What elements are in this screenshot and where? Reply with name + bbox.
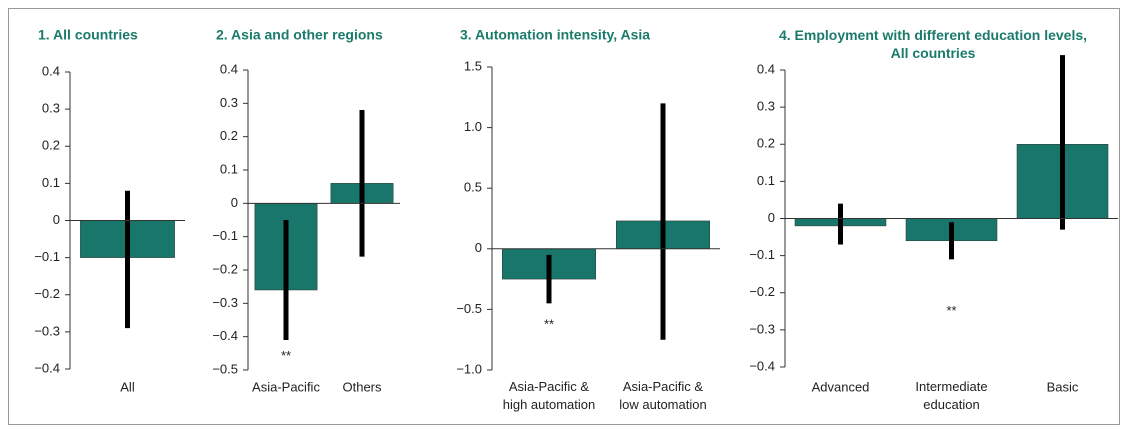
y-tick-label: 0.4 [42,63,60,78]
annotation: ** [281,348,291,363]
y-tick-label: 0.5 [464,180,482,195]
y-tick-label: −0.1 [749,247,775,262]
y-tick-label: 0.2 [220,128,238,143]
y-tick-label: 0 [231,195,238,210]
y-tick-label: 0 [475,240,482,255]
y-tick-label: 0.3 [220,95,238,110]
y-tick-label: 1.5 [464,58,482,73]
y-tick-label: 0.3 [757,99,775,114]
y-tick-label: 0 [768,210,775,225]
y-tick-label: −0.1 [212,228,238,243]
frame [8,8,1120,425]
panel-title: 4. Employment with different education l… [779,27,1087,61]
y-tick-label: −0.5 [456,301,482,316]
y-tick-label: 0.2 [42,138,60,153]
x-tick-label: Asia-Pacific & low automation [619,379,706,412]
x-tick-label: Asia-Pacific [252,379,320,394]
y-tick-label: −0.4 [212,328,238,343]
y-tick-label: −0.3 [212,295,238,310]
panel-title: 1. All countries [38,27,138,43]
y-tick-label: −0.2 [749,284,775,299]
y-tick-label: 0.4 [757,61,775,76]
y-tick-label: 0.2 [757,136,775,151]
y-tick-label: 0.3 [42,101,60,116]
y-tick-label: 0.1 [42,175,60,190]
y-tick-label: −0.3 [749,321,775,336]
y-tick-label: −0.4 [749,358,775,373]
x-tick-label: Others [342,379,382,394]
y-tick-label: 0 [53,212,60,227]
annotation: ** [946,303,956,318]
y-tick-label: −0.1 [34,249,60,264]
y-tick-label: −0.2 [212,261,238,276]
y-tick-label: −0.3 [34,323,60,338]
panel-title: 2. Asia and other regions [216,27,383,43]
y-tick-label: 0.1 [220,161,238,176]
y-tick-label: −0.4 [34,360,60,375]
y-tick-label: −0.5 [212,361,238,376]
y-tick-label: −0.2 [34,286,60,301]
y-tick-label: 1.0 [464,119,482,134]
x-tick-label: All [120,379,135,394]
y-tick-label: 0.4 [220,61,238,76]
x-tick-label: Advanced [812,379,870,394]
y-tick-label: 0.1 [757,173,775,188]
y-tick-label: −1.0 [456,361,482,376]
x-tick-label: Asia-Pacific & high automation [503,379,596,412]
panel-title: 3. Automation intensity, Asia [460,27,650,43]
x-tick-label: Intermediate education [915,379,987,412]
x-tick-label: Basic [1047,379,1079,394]
annotation: ** [544,317,554,332]
